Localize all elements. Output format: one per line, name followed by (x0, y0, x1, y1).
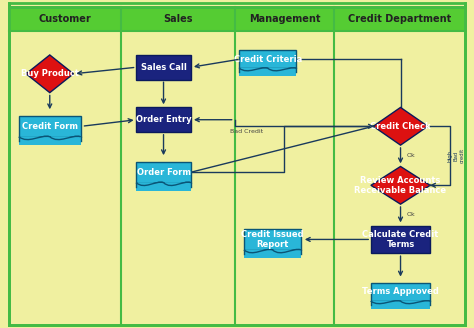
Text: Buy Product: Buy Product (21, 69, 79, 78)
FancyBboxPatch shape (244, 229, 301, 250)
Text: Customer: Customer (39, 14, 91, 24)
Text: Terms Approved: Terms Approved (362, 287, 439, 297)
Text: Credit Form: Credit Form (22, 122, 78, 131)
Text: Order Entry: Order Entry (136, 115, 191, 124)
Text: Sales: Sales (163, 14, 192, 24)
Text: Ok: Ok (406, 212, 415, 217)
Text: Ok: Ok (406, 153, 415, 158)
Text: High
Bad
credit: High Bad credit (447, 148, 465, 163)
PathPatch shape (136, 182, 191, 186)
Text: Review Accounts
Receivable Balance: Review Accounts Receivable Balance (355, 175, 447, 195)
PathPatch shape (371, 301, 430, 304)
FancyBboxPatch shape (136, 108, 191, 132)
Text: Order Form: Order Form (137, 168, 191, 177)
Polygon shape (373, 108, 428, 145)
Text: Calculate Credit
Terms: Calculate Credit Terms (362, 230, 439, 249)
FancyBboxPatch shape (9, 3, 465, 325)
PathPatch shape (371, 301, 430, 309)
PathPatch shape (244, 250, 301, 253)
Polygon shape (371, 167, 430, 204)
Polygon shape (26, 55, 73, 92)
Text: Credit Issued
Report: Credit Issued Report (241, 230, 304, 249)
Text: Management: Management (249, 14, 320, 24)
Text: Credit Criteria: Credit Criteria (234, 54, 302, 64)
PathPatch shape (239, 68, 296, 76)
FancyBboxPatch shape (9, 7, 465, 31)
FancyBboxPatch shape (136, 55, 191, 79)
FancyBboxPatch shape (239, 50, 296, 68)
FancyBboxPatch shape (136, 162, 191, 183)
Text: Bad Credit: Bad Credit (230, 129, 263, 134)
PathPatch shape (244, 250, 301, 258)
Text: Credit Check: Credit Check (370, 122, 431, 131)
Text: Sales Call: Sales Call (141, 63, 186, 72)
PathPatch shape (19, 136, 81, 140)
PathPatch shape (239, 68, 296, 71)
PathPatch shape (136, 183, 191, 191)
FancyBboxPatch shape (371, 283, 430, 301)
FancyBboxPatch shape (371, 226, 430, 253)
FancyBboxPatch shape (19, 116, 81, 137)
Text: Credit Department: Credit Department (348, 14, 451, 24)
PathPatch shape (19, 137, 81, 145)
